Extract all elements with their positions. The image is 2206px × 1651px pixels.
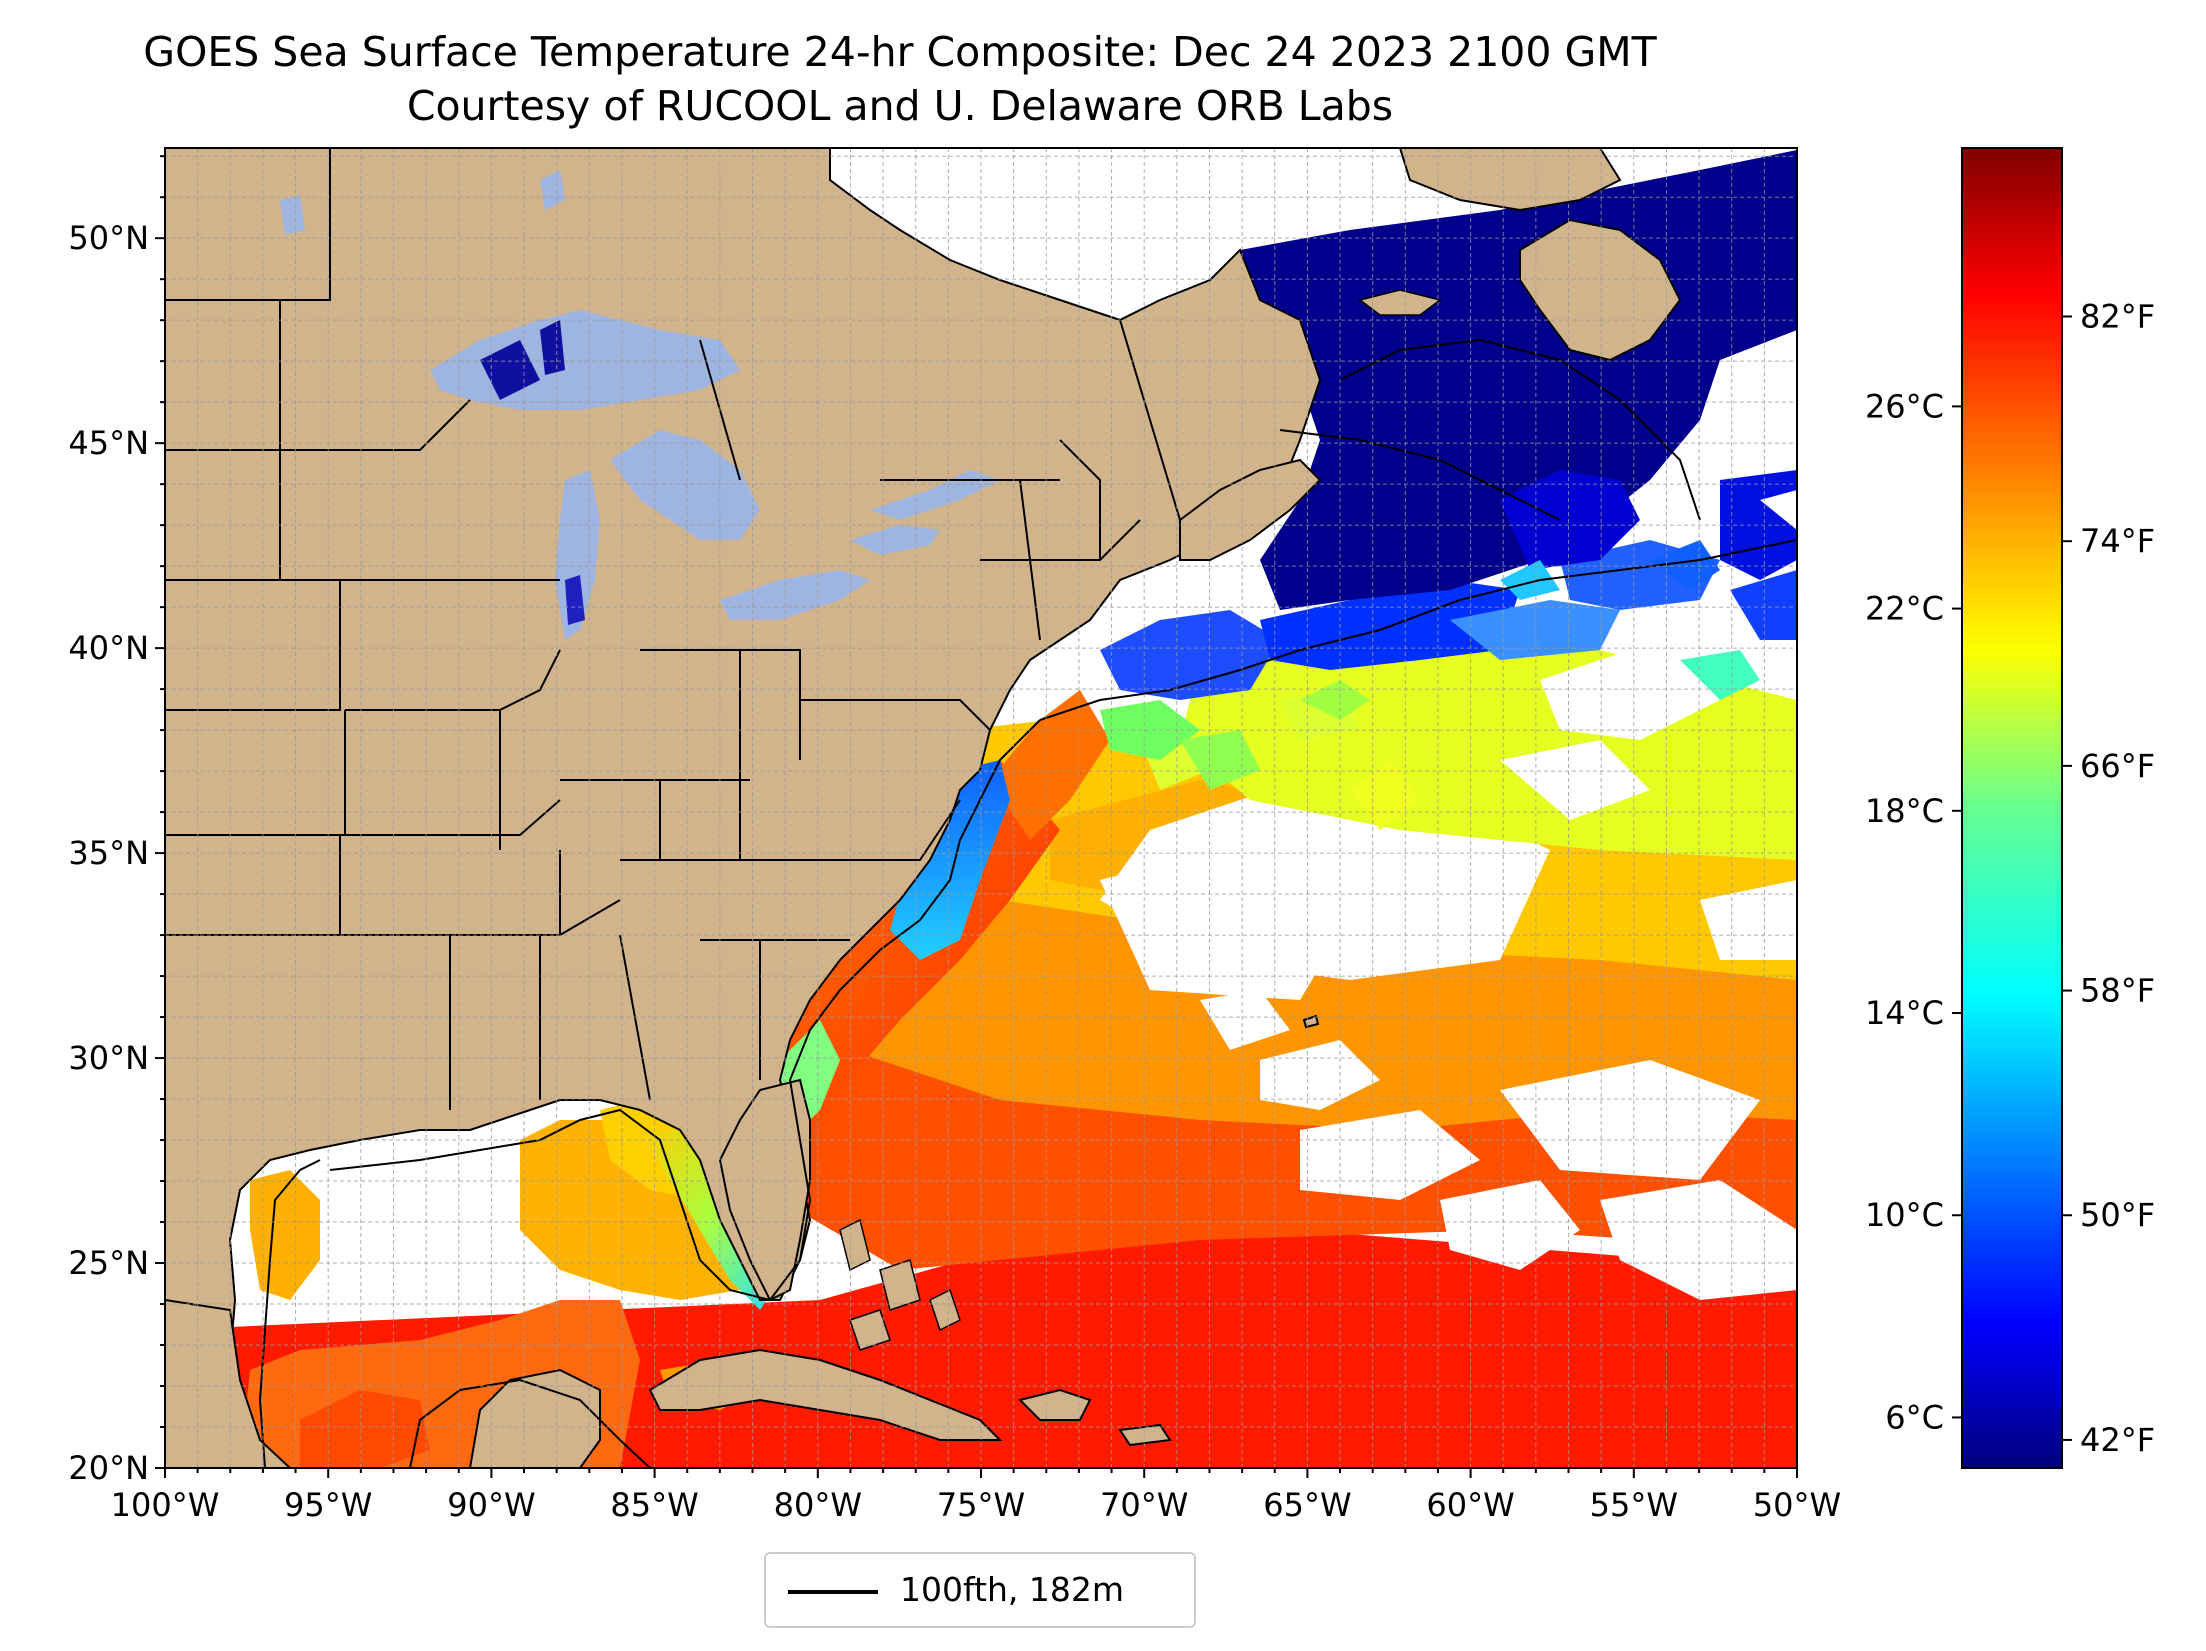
lat-label: 45°N	[68, 424, 149, 462]
isobath-legend-swatch	[788, 1590, 878, 1594]
lon-label: 55°W	[1590, 1486, 1678, 1524]
fahrenheit-label: 50°F	[2080, 1196, 2155, 1234]
lon-label: 50°W	[1753, 1486, 1841, 1524]
fahrenheit-label: 74°F	[2080, 522, 2155, 560]
celsius-label: 10°C	[1865, 1196, 1944, 1234]
celsius-label: 22°C	[1865, 590, 1944, 628]
celsius-label: 26°C	[1865, 387, 1944, 425]
celsius-label: 18°C	[1865, 792, 1944, 830]
graticule	[165, 148, 1797, 1468]
isobath-100fth	[258, 338, 1797, 1468]
map-title: GOES Sea Surface Temperature 24-hr Compo…	[143, 28, 1657, 76]
celsius-label: 14°C	[1865, 994, 1944, 1032]
lat-label: 20°N	[68, 1449, 149, 1487]
longitude-labels: 100°W 95°W 90°W 85°W 80°W 75°W 70°W 65°W 60°W 55°…	[111, 1486, 1842, 1524]
lon-label: 70°W	[1100, 1486, 1188, 1524]
isobath-legend-label: 100fth, 182m	[900, 1570, 1124, 1609]
fahrenheit-label: 58°F	[2080, 972, 2155, 1010]
lat-label: 30°N	[68, 1039, 149, 1077]
lon-label: 80°W	[774, 1486, 862, 1524]
lat-label: 35°N	[68, 834, 149, 872]
map-subtitle: Courtesy of RUCOOL and U. Delaware ORB L…	[406, 82, 1394, 130]
fahrenheit-label: 82°F	[2080, 298, 2155, 336]
lat-label: 25°N	[68, 1244, 149, 1282]
lat-label: 40°N	[68, 629, 149, 667]
lon-label: 100°W	[111, 1486, 220, 1524]
lon-label: 65°W	[1263, 1486, 1351, 1524]
fahrenheit-label: 42°F	[2080, 1421, 2155, 1459]
lon-label: 90°W	[447, 1486, 535, 1524]
lon-label: 95°W	[284, 1486, 372, 1524]
colorbar-fahrenheit-labels: 42°F 50°F 58°F 66°F 74°F 82°F	[2062, 298, 2155, 1459]
colorbar-frame	[1961, 147, 2063, 1469]
sst-field	[165, 150, 1797, 1468]
lat-label: 50°N	[68, 219, 149, 257]
lon-label: 60°W	[1426, 1486, 1514, 1524]
lon-label: 75°W	[937, 1486, 1025, 1524]
colorbar-gradient	[1962, 148, 2062, 1468]
land	[165, 148, 1682, 1468]
latitude-labels: 20°N 25°N 30°N 35°N 40°N 45°N 50°N	[68, 219, 149, 1487]
lon-label: 85°W	[610, 1486, 698, 1524]
map-area	[165, 148, 1797, 1468]
colorbar-celsius-labels: 6°C 10°C 14°C 18°C 22°C 26°C	[1865, 387, 1962, 1436]
fahrenheit-label: 66°F	[2080, 747, 2155, 785]
great-lakes	[280, 170, 1000, 640]
axis-ticks	[155, 155, 1798, 1478]
map-legend: 100fth, 182m	[764, 1552, 1196, 1628]
celsius-label: 6°C	[1885, 1398, 1944, 1436]
